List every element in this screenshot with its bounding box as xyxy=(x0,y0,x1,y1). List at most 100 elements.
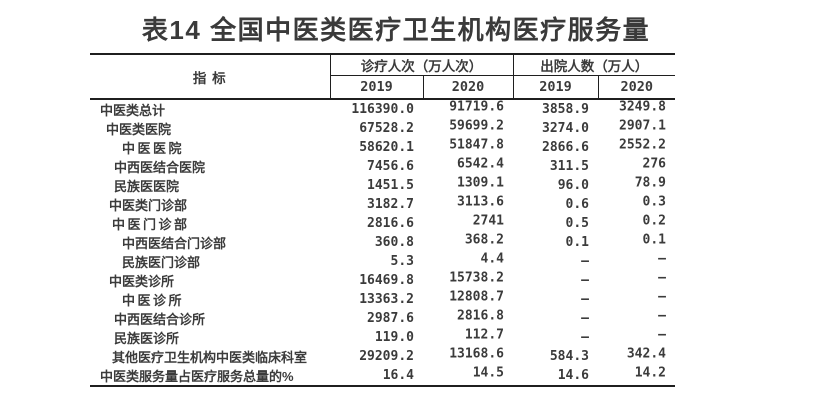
value-cell: 1309.1 xyxy=(457,175,504,191)
value-cell: – xyxy=(658,251,666,267)
value-cell: 5.3 xyxy=(390,254,414,269)
value-cell: 3182.7 xyxy=(367,197,414,212)
indicator-cell: 中医类诊所 xyxy=(109,274,175,289)
value-cell: – xyxy=(658,289,666,305)
value-cell: 96.0 xyxy=(557,178,589,193)
value-cell: 14.2 xyxy=(634,365,666,381)
year-header-cell: 2019 xyxy=(330,75,424,99)
indicator-cell: 中医类门诊部 xyxy=(109,198,188,213)
value-cell: 1451.5 xyxy=(367,178,414,193)
value-cell: 0.3 xyxy=(642,194,666,210)
value-cell: 3274.0 xyxy=(542,121,589,136)
value-cell: 14.5 xyxy=(472,365,504,381)
table-row: 中医医院 58620.1 51847.8 2866.6 2552.2 xyxy=(90,138,675,157)
indicator-cell: 民族医诊所 xyxy=(114,331,180,346)
group-header-discharges: 出院人数（万人） xyxy=(513,54,675,76)
value-cell: – xyxy=(658,327,666,343)
value-cell: 0.2 xyxy=(642,213,666,229)
value-cell: 360.8 xyxy=(374,235,414,250)
value-cell: 67528.2 xyxy=(359,121,414,136)
table-row: 中西医结合门诊部 360.8 368.2 0.1 0.1 xyxy=(90,233,675,252)
value-cell: 15738.2 xyxy=(449,270,504,286)
value-cell: 2816.6 xyxy=(367,216,414,231)
value-cell: 78.9 xyxy=(634,175,666,191)
table-row: 中医类诊所 16469.8 15738.2 – – xyxy=(90,271,675,290)
value-cell: 116390.0 xyxy=(351,102,414,117)
value-cell: 2816.8 xyxy=(457,308,504,324)
value-cell: 2866.6 xyxy=(542,140,589,155)
value-cell: 12808.7 xyxy=(449,289,504,305)
value-cell: – xyxy=(658,270,666,286)
value-cell: 2907.1 xyxy=(619,118,666,134)
table-row: 其他医疗卫生机构中医类临床科室 29209.2 13168.6 584.3 34… xyxy=(90,347,675,366)
value-cell: 2987.6 xyxy=(367,311,414,326)
service-volume-table: 指 标 诊疗人次（万人次） 出院人数（万人） 2019 2020 2019 20… xyxy=(90,53,675,387)
indicator-cell: 中医门诊部 xyxy=(112,217,190,232)
value-cell: 276 xyxy=(642,156,666,172)
indicator-cell: 中医类服务量占医疗服务总量的% xyxy=(100,369,294,384)
indicator-cell: 中西医结合医院 xyxy=(114,160,206,175)
table-row: 民族医医院 1451.5 1309.1 96.0 78.9 xyxy=(90,176,675,195)
value-cell: 7456.6 xyxy=(367,159,414,174)
year-header-cell: 2019 xyxy=(513,75,599,99)
value-cell: 13363.2 xyxy=(359,292,414,307)
value-cell: 16469.8 xyxy=(359,273,414,288)
indicator-cell: 中医类医院 xyxy=(106,122,172,137)
table-row: 中西医结合医院 7456.6 6542.4 311.5 276 xyxy=(90,157,675,176)
indicator-cell: 中西医结合诊所 xyxy=(114,312,206,327)
group-header-row: 指 标 诊疗人次（万人次） 出院人数（万人） xyxy=(90,54,675,99)
indicator-cell: 中医医院 xyxy=(122,141,185,156)
value-cell: 584.3 xyxy=(549,349,589,364)
value-cell: 368.2 xyxy=(464,232,504,248)
table-row: 中西医结合诊所 2987.6 2816.8 – – xyxy=(90,309,675,328)
value-cell: 119.0 xyxy=(374,330,414,345)
table-row: 民族医诊所 119.0 112.7 – – xyxy=(90,328,675,347)
value-cell: 29209.2 xyxy=(359,349,414,364)
value-cell: – xyxy=(581,254,589,269)
value-cell: 2552.2 xyxy=(619,137,666,153)
value-cell: 0.6 xyxy=(565,197,589,212)
value-cell: 91719.6 xyxy=(449,99,504,115)
value-cell: – xyxy=(581,311,589,326)
value-cell: 0.1 xyxy=(565,235,589,250)
value-cell: – xyxy=(581,330,589,345)
table-row: 民族医门诊部 5.3 4.4 – – xyxy=(90,252,675,271)
indicator-cell: 民族医医院 xyxy=(114,179,180,194)
value-cell: – xyxy=(658,308,666,324)
value-cell: 3249.8 xyxy=(619,99,666,115)
value-cell: 58620.1 xyxy=(359,140,414,155)
page-title: 表14 全国中医类医疗卫生机构医疗服务量 xyxy=(141,15,651,45)
value-cell: 0.1 xyxy=(642,232,666,248)
value-cell: 342.4 xyxy=(626,346,666,362)
value-cell: 3858.9 xyxy=(542,102,589,117)
table-row: 中医类总计 116390.0 91719.6 3858.9 3249.8 xyxy=(90,99,675,119)
table-row: 中医类门诊部 3182.7 3113.6 0.6 0.3 xyxy=(90,195,675,214)
value-cell: 2741 xyxy=(472,213,504,229)
indicator-cell: 中西医结合门诊部 xyxy=(122,236,227,251)
group-header-visits: 诊疗人次（万人次） xyxy=(330,54,514,76)
table-row: 中医类医院 67528.2 59699.2 3274.0 2907.1 xyxy=(90,119,675,138)
table-row: 中医诊所 13363.2 12808.7 – – xyxy=(90,290,675,309)
value-cell: – xyxy=(581,292,589,307)
value-cell: 13168.6 xyxy=(449,346,504,362)
year-header-cell: 2020 xyxy=(620,79,653,95)
indicator-cell: 其他医疗卫生机构中医类临床科室 xyxy=(112,350,308,365)
value-cell: 6542.4 xyxy=(457,156,504,172)
table-row: 中医门诊部 2816.6 2741 0.5 0.2 xyxy=(90,214,675,233)
value-cell: 3113.6 xyxy=(457,194,504,210)
value-cell: 0.5 xyxy=(565,216,589,231)
year-header-cell: 2020 xyxy=(423,75,514,99)
year-header-row: 2019 2020 2019 2020 xyxy=(90,75,675,99)
value-cell: – xyxy=(581,273,589,288)
table-body: 中医类总计 116390.0 91719.6 3858.9 3249.8 中医类… xyxy=(90,99,675,386)
table-header: 指 标 诊疗人次（万人次） 出院人数（万人） 2019 2020 2019 20… xyxy=(90,54,675,99)
value-cell: 4.4 xyxy=(480,251,504,267)
value-cell: 16.4 xyxy=(382,368,414,383)
indicator-cell: 中医类总计 xyxy=(100,103,166,118)
indicator-header-cell: 指 标 xyxy=(90,54,331,99)
table-row: 中医类服务量占医疗服务总量的% 16.4 14.5 14.6 14.2 xyxy=(90,366,675,386)
value-cell: 14.6 xyxy=(557,368,589,383)
value-cell: 59699.2 xyxy=(449,118,504,134)
value-cell: 112.7 xyxy=(464,327,504,343)
